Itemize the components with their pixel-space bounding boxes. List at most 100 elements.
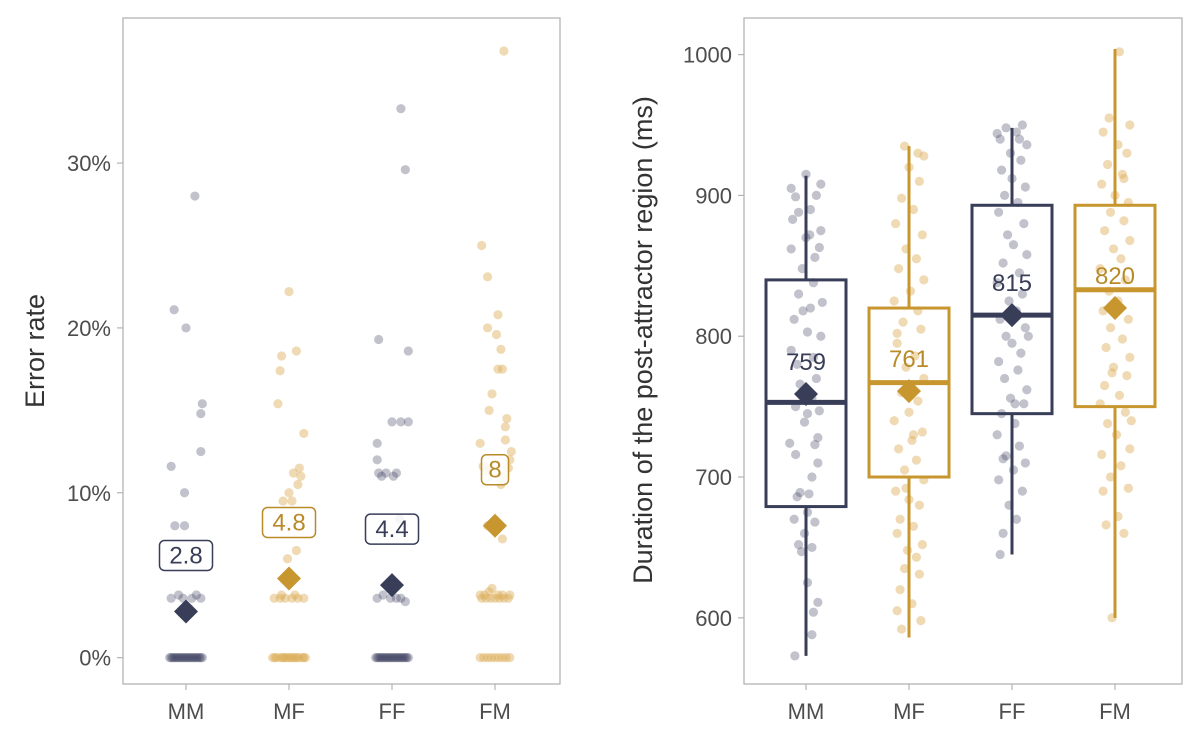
data-point-mf [294,463,304,473]
data-point-mm [168,653,178,663]
data-point-ff [374,468,384,478]
interquartile-box [764,278,848,509]
data-point-mm [169,653,179,663]
data-point-ff [1022,140,1032,150]
data-point-mf [894,264,904,274]
data-point-ff [375,653,385,663]
data-point-mm [805,303,816,313]
data-point-fm [482,272,493,282]
y-tick-label: 700 [695,465,732,490]
data-point-ff [1022,385,1032,395]
data-point-mm [169,305,179,315]
data-point-ff [992,128,1002,139]
data-point-fm [505,590,515,600]
data-point-fm [1097,449,1107,460]
data-point-ff [396,104,406,114]
data-point-ff [400,653,410,663]
data-point-ff [403,417,413,427]
data-point-mf [273,399,283,409]
mean-label-box [480,453,510,486]
data-point-mf [913,396,923,406]
data-point-fm [1120,275,1130,285]
data-point-fm [502,413,512,424]
data-point-fm [1104,113,1114,123]
data-point-mm [802,327,813,337]
data-point-fm [477,240,487,251]
data-point-ff [372,593,382,603]
data-point-mm [181,323,191,333]
data-point-mf [291,545,302,556]
mean-marker-ff [380,573,404,598]
data-point-fm [497,364,508,374]
data-point-mm [190,653,200,663]
data-point-mf [894,444,904,454]
mean-label-mf: 761 [889,346,929,373]
data-point-fm [487,389,497,399]
data-point-mf [271,653,281,663]
data-point-fm [1105,207,1116,217]
data-point-ff [372,438,382,448]
data-point-mm [802,409,813,419]
data-point-fm [1100,380,1110,391]
data-point-mf [282,554,293,564]
data-point-fm [479,653,489,663]
data-point-mf [899,465,910,475]
data-point-fm [1097,179,1107,189]
mean-marker-mm [794,381,818,406]
data-point-ff [1017,289,1027,299]
data-point-fm [494,653,504,663]
data-point-mm [796,547,807,557]
data-point-ff [1022,249,1032,260]
data-point-ff [995,549,1005,560]
interquartile-box [970,203,1054,416]
data-point-ff [399,653,409,663]
data-point-mf [910,351,920,361]
data-point-mm [801,169,811,179]
data-point-mf [892,606,902,616]
data-point-mf [919,275,929,285]
data-point-mf [285,653,295,663]
error-rate-panel: 2.8 4.8 4.4 8 0% 10% 20% 30% MM MF FF FM Error ra… [20,17,561,724]
box-fm [1073,48,1157,618]
data-point-ff [400,165,410,175]
data-point-mm [816,179,826,189]
data-point-mm [179,488,190,498]
data-point-fm [494,593,505,603]
data-point-mf [889,416,899,426]
data-point-ff [1004,296,1014,306]
y-tick-label: 1000 [683,43,732,68]
data-point-fm [1114,47,1125,57]
duration-panel-border [743,17,1183,685]
data-point-ff [397,653,407,663]
data-point-mf [914,176,924,186]
data-point-fm [497,590,508,600]
data-point-ff [402,653,412,663]
data-point-mf [288,653,299,663]
data-point-mf [911,455,922,465]
duration-x-axis: MM MF FF FM [788,684,1131,724]
data-point-mm [792,359,802,369]
y-tick-label: 30% [67,151,111,176]
data-point-fm [1117,169,1128,179]
data-point-mf [275,593,285,603]
data-point-mf [296,471,306,481]
data-point-ff [374,334,384,345]
data-point-fm [493,310,503,320]
data-point-mm [179,653,190,663]
y-tick-label: 20% [67,316,111,341]
data-point-mf [895,514,905,524]
data-point-mm [181,653,191,663]
data-point-fm [1114,390,1125,400]
data-point-fm [1116,254,1126,264]
data-point-ff [994,207,1004,217]
data-point-ff [394,653,405,663]
data-point-fm [1098,486,1108,496]
data-point-fm [501,653,511,663]
data-point-fm [1108,362,1119,372]
data-point-ff [372,455,382,465]
data-point-mf [280,593,290,603]
data-point-fm [1108,244,1119,254]
data-point-ff [992,430,1002,440]
data-point-mm [790,651,800,661]
data-point-fm [1122,371,1132,381]
